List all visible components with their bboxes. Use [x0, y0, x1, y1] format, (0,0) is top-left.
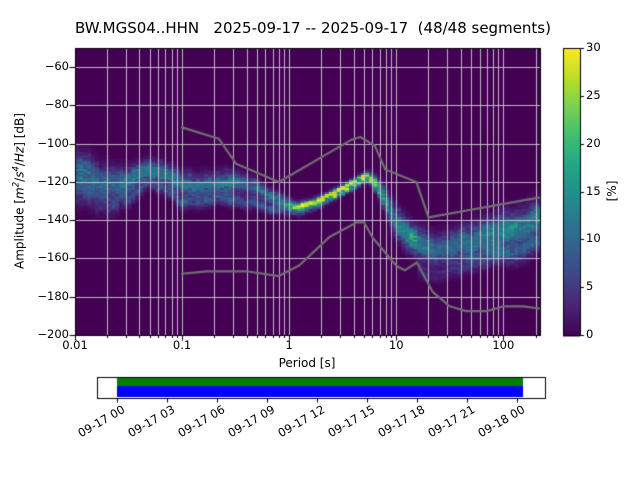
y-axis-label-m: m: [12, 187, 27, 199]
x-axis-label: Period [s]: [278, 356, 336, 370]
y-axis-label-m-exp: 2: [11, 181, 22, 188]
colorbar-tick-label: 25: [586, 87, 601, 102]
y-tick-label: −180: [37, 288, 69, 303]
y-axis-label-slash2: /: [12, 162, 27, 167]
x-tick-label: 1: [285, 338, 293, 352]
y-tick-label: −120: [37, 173, 69, 188]
colorbar-tick-label: 20: [586, 135, 601, 150]
colorbar: [563, 48, 580, 335]
x-tick-label: 10: [388, 338, 404, 352]
colorbar-tick-label: 15: [586, 183, 601, 198]
y-axis-label-prefix: Amplitude [: [12, 198, 27, 269]
y-tick-label: −160: [37, 250, 69, 265]
y-axis-label-slash1: /: [12, 177, 27, 182]
figure-title: BW.MGS04..HHN 2025-09-17 -- 2025-09-17 (…: [75, 19, 551, 37]
y-tick-label: −140: [37, 212, 69, 227]
y-axis-label-s: s: [12, 171, 27, 178]
y-tick-label: −60: [44, 59, 69, 74]
colorbar-tick-label: 5: [586, 279, 594, 294]
y-tick-label: −200: [37, 327, 69, 341]
colorbar-tick-label: 0: [586, 327, 594, 341]
y-axis-label-suffix: ] [dB]: [12, 113, 27, 147]
timeline-coverage-bar: [97, 377, 545, 398]
colorbar-tick-label: 10: [586, 231, 601, 246]
x-tick-label: 0.1: [172, 338, 192, 352]
ppsd-histogram-plot: [75, 48, 540, 335]
y-axis-label-hz: Hz: [12, 146, 27, 163]
colorbar-tick-label: 30: [586, 40, 601, 54]
x-tick-label: 0.01: [62, 338, 88, 352]
y-tick-label: −100: [37, 135, 69, 150]
y-axis-label-s-exp: 4: [11, 166, 22, 172]
y-axis-label: Amplitude [m2/s4/Hz] [dB]: [12, 113, 27, 269]
x-tick-label: 100: [492, 338, 515, 352]
colorbar-label: [%]: [605, 180, 619, 202]
y-tick-label: −80: [44, 97, 69, 112]
